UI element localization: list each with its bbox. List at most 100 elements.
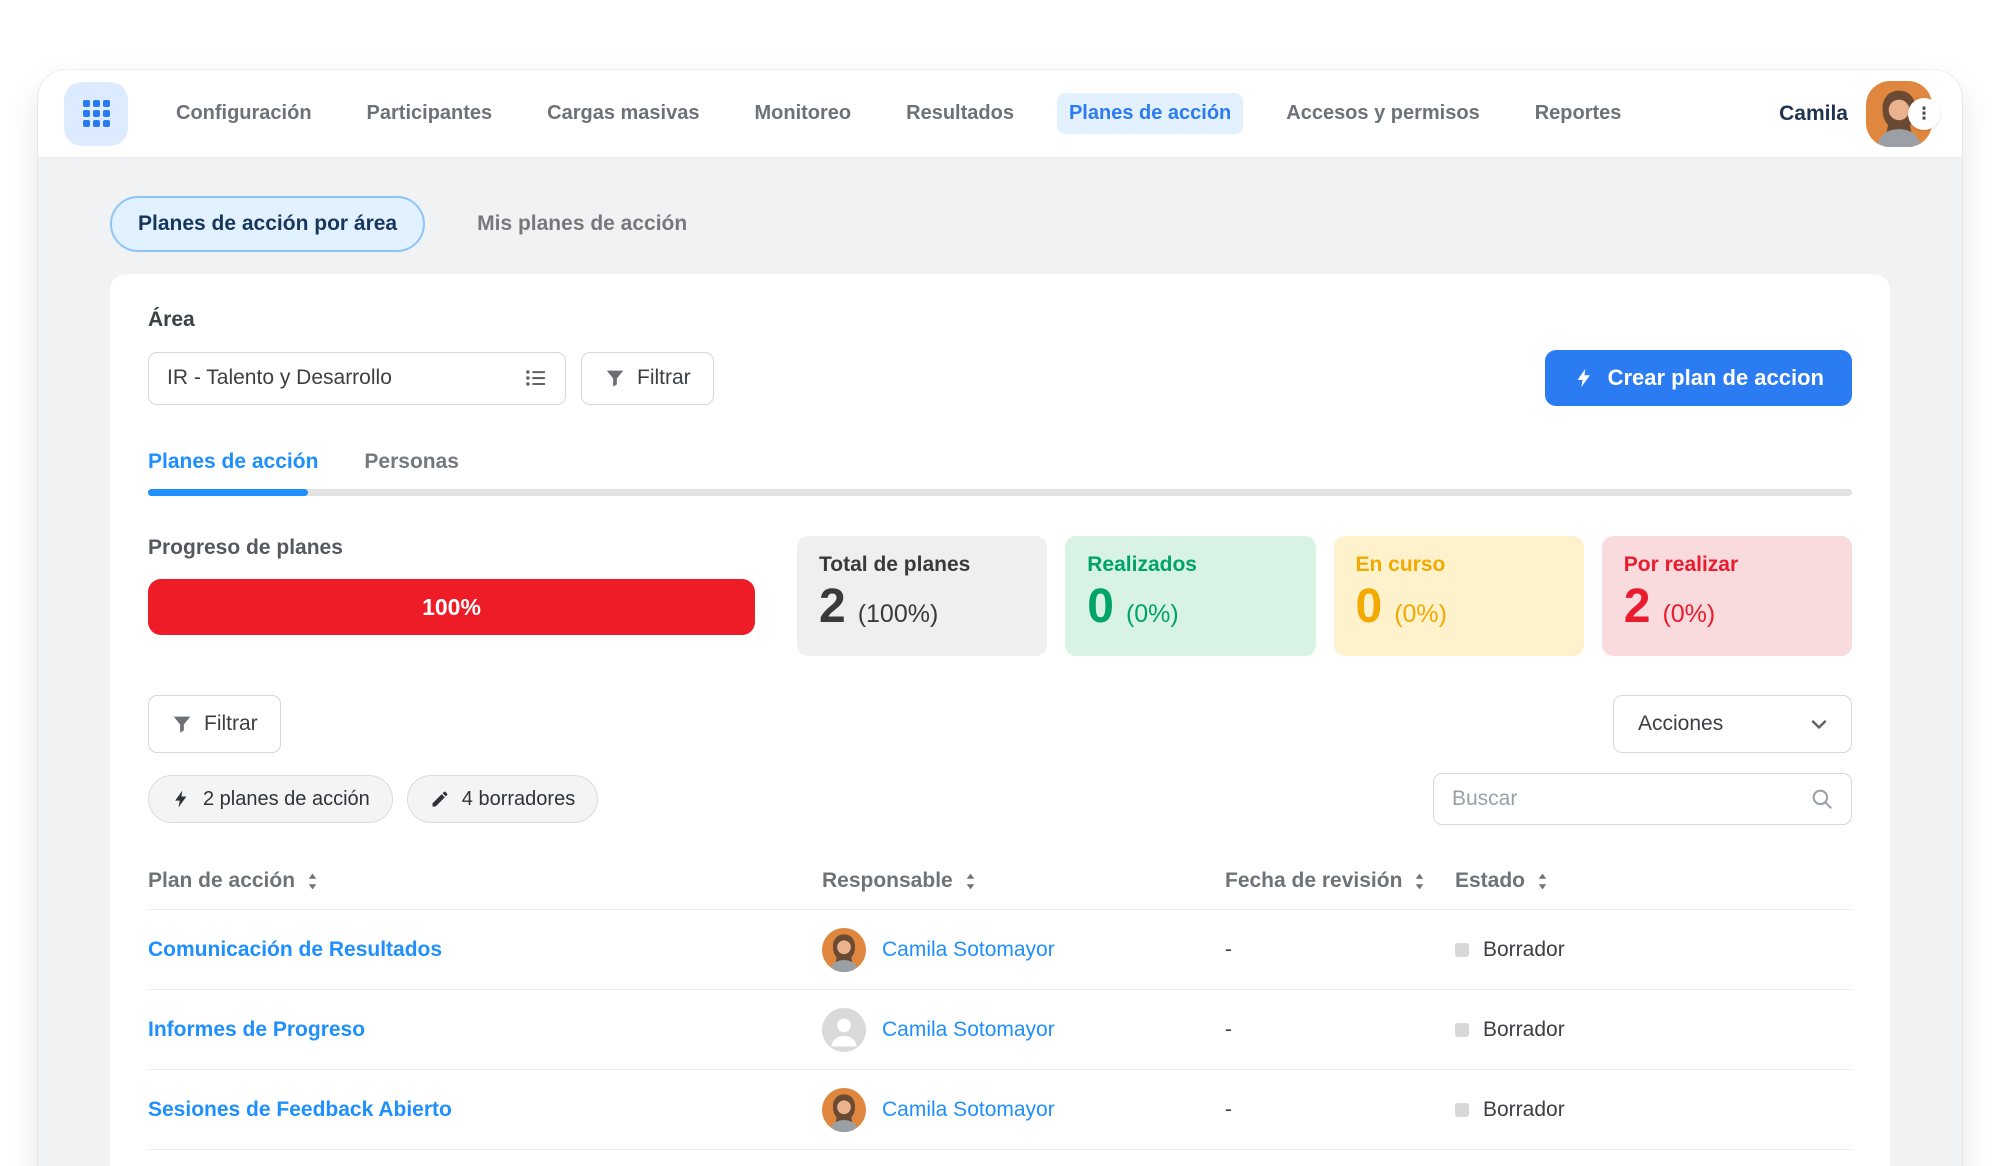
review-date: - bbox=[1225, 1097, 1232, 1121]
stat-card-por-realizar: Por realizar 2 (0%) bbox=[1601, 536, 1852, 656]
app-window: Configuración Participantes Cargas masiv… bbox=[38, 70, 1962, 1166]
user-menu-kebab-icon[interactable]: ⋮ bbox=[1908, 97, 1940, 130]
user-avatar[interactable]: ⋮ bbox=[1866, 80, 1940, 147]
nav-item-reportes[interactable]: Reportes bbox=[1534, 102, 1622, 124]
status-square-icon bbox=[1455, 1022, 1469, 1037]
responsible-avatar bbox=[822, 927, 866, 972]
header-estado[interactable]: Estado bbox=[1455, 869, 1852, 893]
nav-item-cargas-masivas[interactable]: Cargas masivas bbox=[547, 102, 700, 124]
tab-planes-por-area[interactable]: Planes de acción por área bbox=[110, 196, 426, 252]
status-square-icon bbox=[1455, 942, 1469, 957]
area-select[interactable]: IR - Talento y Desarrollo bbox=[148, 351, 566, 405]
tab-planes-de-accion[interactable]: Planes de acción bbox=[148, 450, 319, 473]
area-selected-value: IR - Talento y Desarrollo bbox=[167, 366, 392, 389]
nav-item-configuracion[interactable]: Configuración bbox=[176, 102, 312, 124]
header-responsable-label: Responsable bbox=[822, 869, 953, 892]
nav-item-accesos-y-permisos[interactable]: Accesos y permisos bbox=[1286, 102, 1480, 124]
stat-en-curso-label: En curso bbox=[1355, 553, 1446, 576]
funnel-icon bbox=[173, 716, 191, 733]
grid-icon bbox=[82, 100, 110, 127]
header-responsable[interactable]: Responsable bbox=[822, 869, 1225, 893]
header-plan[interactable]: Plan de acción bbox=[148, 869, 822, 893]
status-label: Borrador bbox=[1483, 1017, 1565, 1041]
plan-link[interactable]: Sesiones de Feedback Abierto bbox=[148, 1097, 452, 1121]
sort-icon bbox=[966, 873, 974, 889]
main-navigation: Configuración Participantes Cargas masiv… bbox=[164, 93, 1633, 134]
list-icon bbox=[526, 370, 546, 386]
filter-button-label: Filtrar bbox=[637, 366, 691, 389]
stat-realizados-value: 0 bbox=[1087, 580, 1114, 633]
stat-total-label: Total de planes bbox=[819, 553, 971, 576]
review-date: - bbox=[1225, 1017, 1232, 1041]
stat-por-realizar-pct: (0%) bbox=[1662, 600, 1716, 628]
stat-card-en-curso: En curso 0 (0%) bbox=[1333, 536, 1584, 656]
nav-item-monitoreo[interactable]: Monitoreo bbox=[754, 102, 852, 124]
filter-table-label: Filtrar bbox=[204, 712, 258, 735]
tab-mis-planes[interactable]: Mis planes de acción bbox=[477, 212, 688, 235]
responsible-avatar bbox=[822, 1007, 866, 1052]
create-plan-button[interactable]: Crear plan de accion bbox=[1544, 350, 1852, 406]
stat-realizados-pct: (0%) bbox=[1125, 600, 1179, 628]
responsible-link[interactable]: Camila Sotomayor bbox=[882, 1017, 1055, 1041]
stat-por-realizar-value: 2 bbox=[1623, 580, 1651, 633]
status-square-icon bbox=[1455, 1102, 1469, 1117]
create-plan-label: Crear plan de accion bbox=[1607, 365, 1824, 390]
stat-en-curso-pct: (0%) bbox=[1394, 600, 1447, 628]
stat-card-total: Total de planes 2 (100%) bbox=[797, 536, 1048, 656]
responsible-link[interactable]: Camila Sotomayor bbox=[882, 1097, 1055, 1121]
progress-bar: 100% bbox=[148, 579, 755, 635]
plans-table: Plan de acción Responsable Fecha de revi… bbox=[148, 869, 1852, 1166]
search-box bbox=[1433, 773, 1852, 825]
page-level-tabs: Planes de acción por área Mis planes de … bbox=[110, 196, 1962, 252]
progress-label: Progreso de planes bbox=[148, 536, 343, 559]
filter-button-table[interactable]: Filtrar bbox=[148, 695, 281, 753]
chevron-down-icon bbox=[1811, 720, 1827, 729]
sort-icon bbox=[1416, 873, 1424, 889]
stat-realizados-label: Realizados bbox=[1087, 553, 1197, 576]
plan-link[interactable]: Comunicación de Resultados bbox=[148, 937, 443, 961]
area-label: Área bbox=[148, 308, 195, 331]
pencil-icon bbox=[432, 791, 448, 807]
search-input[interactable] bbox=[1452, 787, 1809, 811]
chip-planes-de-accion[interactable]: 2 planes de acción bbox=[148, 775, 393, 823]
tab-indicator-active bbox=[148, 489, 308, 496]
top-navbar: Configuración Participantes Cargas masiv… bbox=[38, 70, 1962, 158]
actions-dropdown[interactable]: Acciones bbox=[1613, 695, 1852, 753]
stat-en-curso-value: 0 bbox=[1355, 580, 1383, 633]
stat-total-value: 2 bbox=[819, 580, 846, 633]
search-icon bbox=[1812, 789, 1832, 809]
nav-item-resultados[interactable]: Resultados bbox=[906, 102, 1014, 124]
user-name-label: Camila bbox=[1779, 101, 1848, 125]
table-row: Informes de Progreso Camila Sotomayor - … bbox=[148, 990, 1852, 1070]
table-row: Comunicación de Resultados Camila Sotoma… bbox=[148, 910, 1852, 990]
table-row: Sesiones de Feedback Abierto Camila Soto… bbox=[148, 1070, 1852, 1150]
nav-item-planes-de-accion[interactable]: Planes de acción bbox=[1056, 93, 1244, 134]
responsible-link[interactable]: Camila Sotomayor bbox=[882, 937, 1055, 961]
header-fecha[interactable]: Fecha de revisión bbox=[1225, 869, 1455, 893]
chip-borradores[interactable]: 4 borradores bbox=[406, 775, 599, 823]
stat-por-realizar-label: Por realizar bbox=[1623, 553, 1739, 576]
table-row bbox=[148, 1150, 1852, 1166]
lightning-icon bbox=[1577, 368, 1590, 388]
review-date: - bbox=[1225, 937, 1232, 961]
responsible-avatar bbox=[822, 1087, 866, 1132]
funnel-icon bbox=[606, 370, 624, 387]
stat-total-pct: (100%) bbox=[857, 600, 939, 628]
header-estado-label: Estado bbox=[1455, 869, 1526, 892]
header-plan-label: Plan de acción bbox=[148, 869, 296, 892]
filter-button-top[interactable]: Filtrar bbox=[581, 351, 714, 405]
lightning-icon bbox=[175, 790, 187, 808]
status-label: Borrador bbox=[1483, 937, 1565, 961]
stat-card-realizados: Realizados 0 (0%) bbox=[1065, 536, 1316, 656]
tab-indicator-track bbox=[148, 489, 1852, 496]
chip-planes-label: 2 planes de acción bbox=[203, 787, 370, 810]
header-fecha-label: Fecha de revisión bbox=[1225, 869, 1403, 892]
chip-borradores-label: 4 borradores bbox=[461, 787, 576, 810]
status-label: Borrador bbox=[1483, 1097, 1565, 1121]
app-launcher-button[interactable] bbox=[64, 81, 128, 146]
sort-icon bbox=[1538, 873, 1547, 889]
tab-personas[interactable]: Personas bbox=[364, 450, 459, 473]
nav-item-participantes[interactable]: Participantes bbox=[366, 102, 493, 124]
plan-link[interactable]: Informes de Progreso bbox=[148, 1017, 366, 1041]
